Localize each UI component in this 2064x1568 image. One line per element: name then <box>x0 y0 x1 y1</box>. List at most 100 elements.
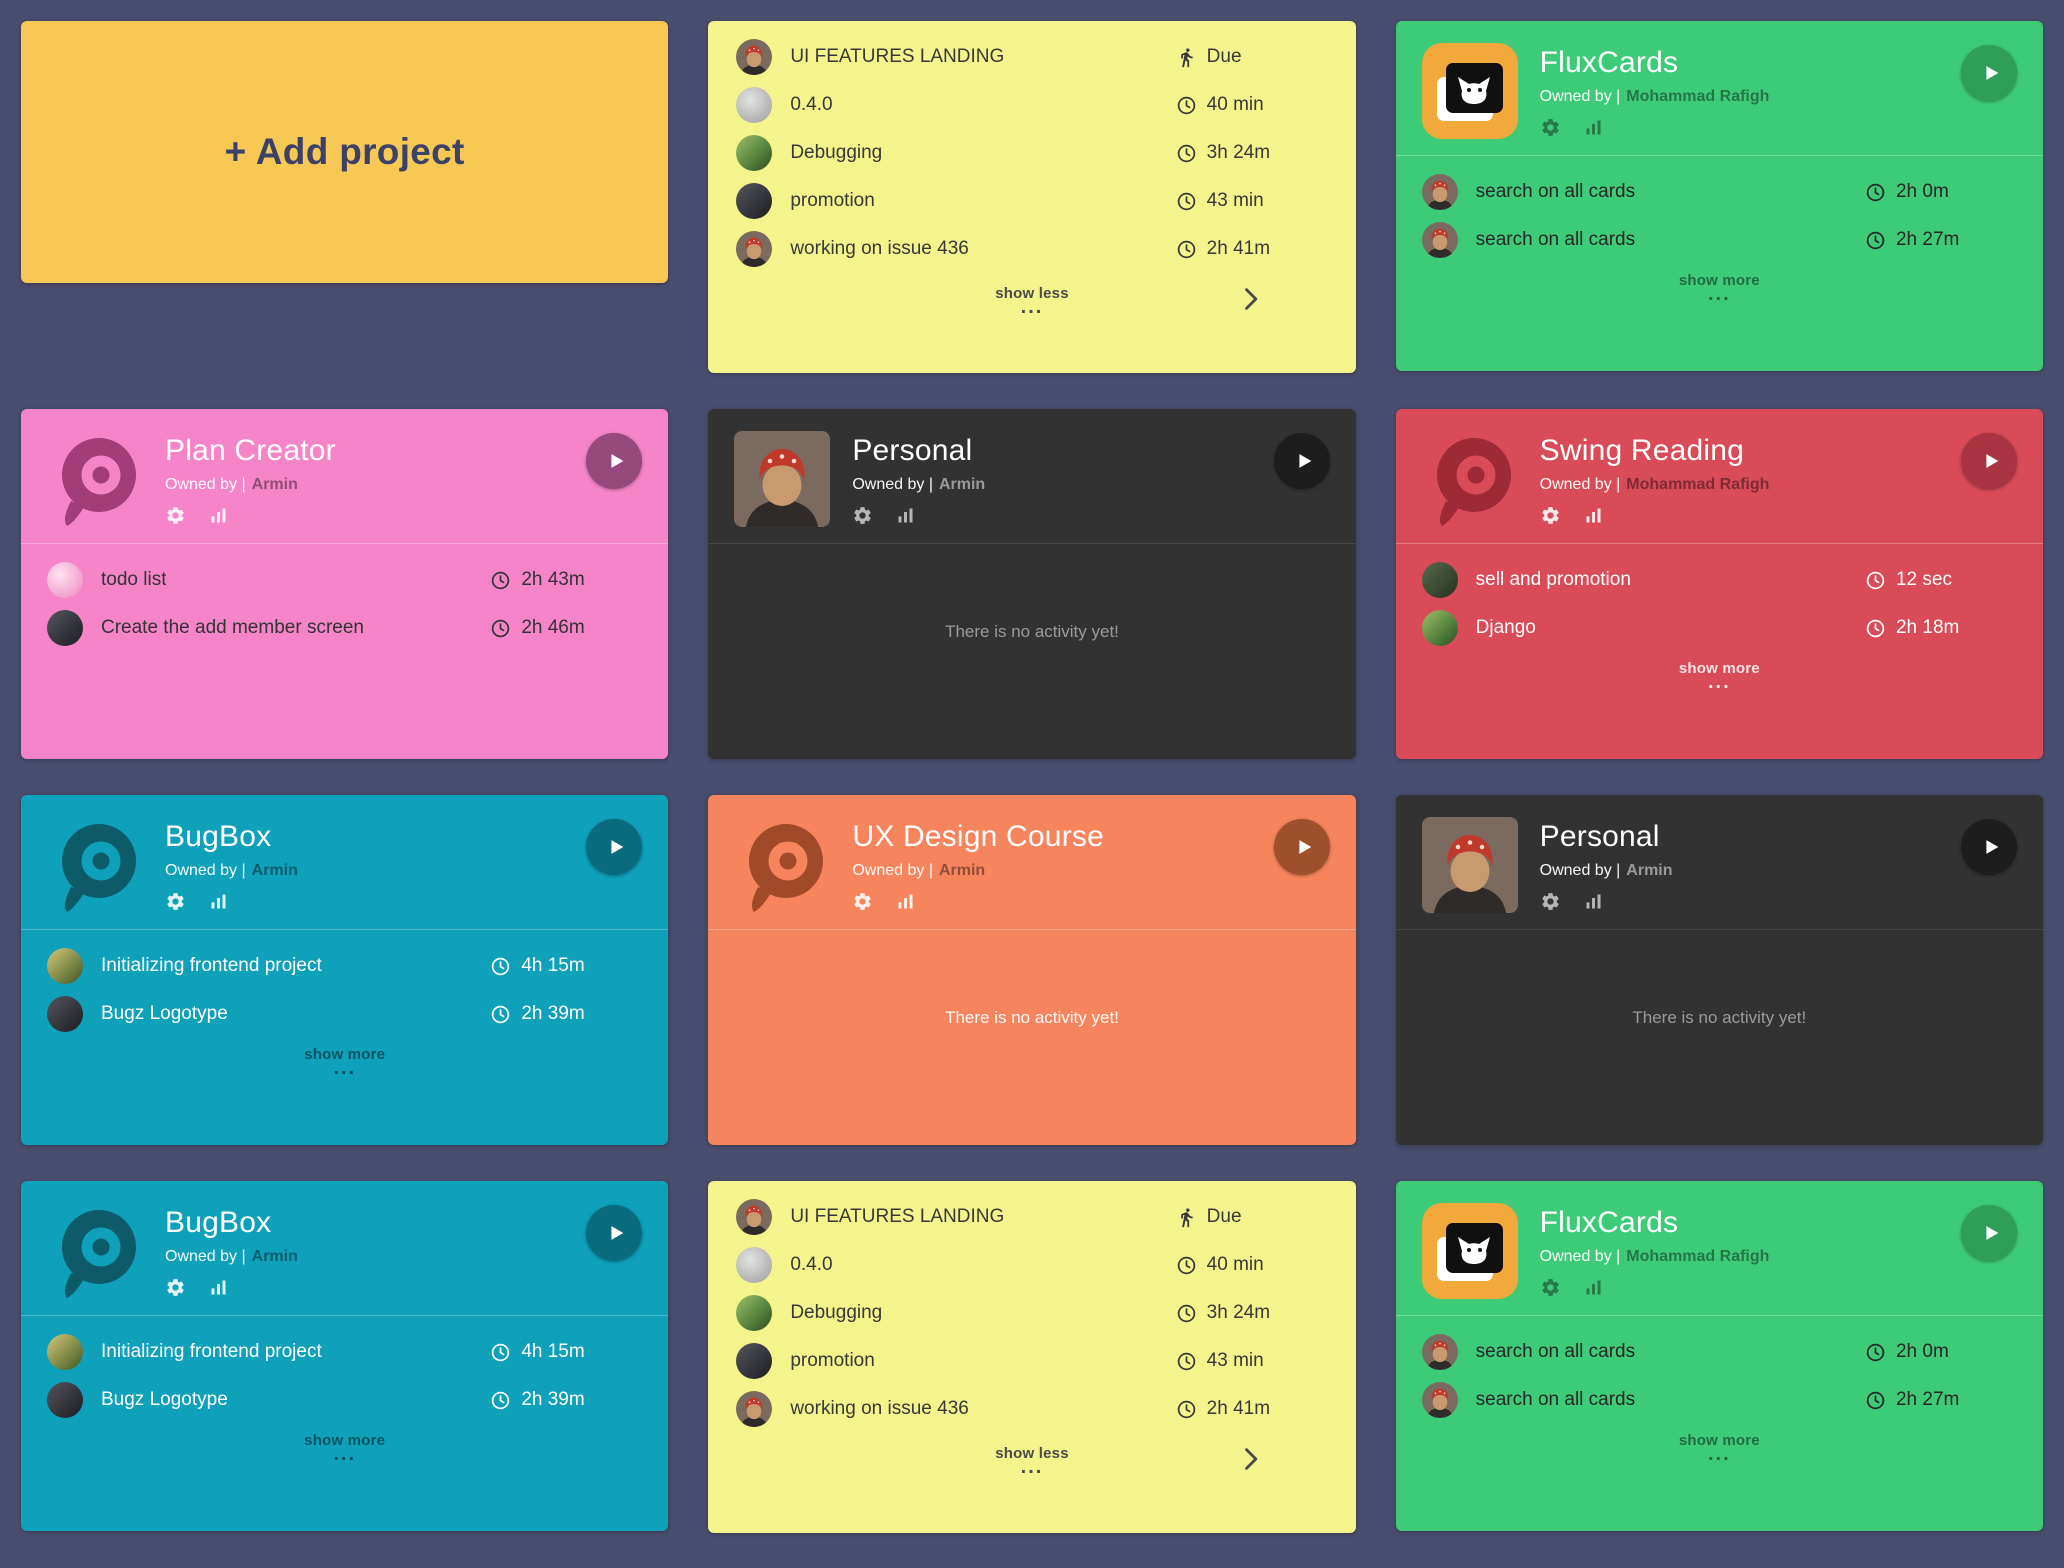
project-title: BugBox <box>165 1206 272 1239</box>
owner-photo <box>1422 817 1518 913</box>
gear-icon[interactable] <box>165 505 186 526</box>
task-row[interactable]: Bugz Logotype 2h 39m <box>47 990 642 1038</box>
task-name: Create the add member screen <box>101 617 364 638</box>
task-duration: 12 sec <box>1865 569 2017 591</box>
chart-icon[interactable] <box>1583 891 1604 912</box>
show-less-toggle[interactable]: show less ... <box>708 285 1355 317</box>
task-name: search on all cards <box>1475 1389 1636 1410</box>
task-name: Bugz Logotype <box>101 1389 228 1410</box>
project-title: Personal <box>1539 820 1660 853</box>
gear-icon[interactable] <box>1540 117 1561 138</box>
owned-by-label: Owned by | <box>1539 1247 1621 1265</box>
play-button[interactable] <box>586 433 643 489</box>
task-row[interactable]: todo list 2h 43m <box>47 556 642 604</box>
task-duration: 2h 27m <box>1865 229 2017 251</box>
task-row[interactable]: search on all cards 2h 27m <box>1422 1376 2017 1424</box>
task-row[interactable]: promotion 43 min <box>708 177 1355 225</box>
task-row[interactable]: Bugz Logotype 2h 39m <box>47 1376 642 1424</box>
task-row[interactable]: promotion 43 min <box>708 1337 1355 1385</box>
play-button[interactable] <box>586 819 643 875</box>
clock-icon <box>490 570 511 591</box>
task-row[interactable]: working on issue 436 2h 41m <box>708 225 1355 273</box>
gear-icon[interactable] <box>1540 1277 1561 1298</box>
chart-icon[interactable] <box>208 1277 229 1298</box>
chart-icon[interactable] <box>1583 1277 1604 1298</box>
task-time-label: 2h 41m <box>1206 238 1271 259</box>
task-time-label: 2h 0m <box>1895 181 1949 202</box>
gear-icon[interactable] <box>1540 505 1561 526</box>
play-button[interactable] <box>1960 45 2017 101</box>
chart-icon[interactable] <box>895 891 916 912</box>
task-duration: 2h 43m <box>490 569 642 591</box>
show-more-toggle[interactable]: show more ... <box>1396 272 2043 304</box>
gear-icon[interactable] <box>165 891 186 912</box>
chart-icon[interactable] <box>208 891 229 912</box>
chart-icon[interactable] <box>1583 505 1604 526</box>
gear-icon[interactable] <box>165 1277 186 1298</box>
play-button[interactable] <box>1960 819 2017 875</box>
task-row[interactable]: 0.4.0 40 min <box>708 81 1355 129</box>
play-button[interactable] <box>1960 1205 2017 1261</box>
task-row[interactable]: Django 2h 18m <box>1421 604 2017 652</box>
task-row[interactable]: search on all cards 2h 0m <box>1422 168 2017 216</box>
task-time-label: 2h 0m <box>1895 1341 1949 1362</box>
gear-icon[interactable] <box>1540 891 1561 912</box>
task-row[interactable]: Debugging 3h 24m <box>708 129 1355 177</box>
task-avatar <box>736 135 773 171</box>
gear-icon[interactable] <box>852 505 873 526</box>
task-row[interactable]: Initializing frontend project 4h 15m <box>47 942 642 990</box>
project-card-plan-creator: Plan Creator Owned by | Armin todo list 2… <box>21 409 669 759</box>
task-duration: 2h 18m <box>1865 617 2017 639</box>
task-row[interactable]: Debugging 3h 24m <box>708 1289 1355 1337</box>
task-time-label: 2h 41m <box>1206 1398 1271 1419</box>
play-button[interactable] <box>586 1205 643 1261</box>
owner-name: Armin <box>251 1247 298 1265</box>
show-more-toggle[interactable]: show more ... <box>1396 660 2043 692</box>
card-header: BugBox Owned by | Armin <box>21 1181 669 1316</box>
play-icon <box>1980 836 2002 858</box>
gear-icon[interactable] <box>852 891 873 912</box>
chart-icon[interactable] <box>1583 117 1604 138</box>
task-row[interactable]: working on issue 436 2h 41m <box>708 1385 1355 1433</box>
show-more-toggle[interactable]: show more ... <box>21 1432 668 1464</box>
chevron-right-icon[interactable] <box>1236 1445 1264 1473</box>
task-row[interactable]: UI FEATURES LANDING Due <box>708 33 1355 81</box>
show-more-toggle[interactable]: show more ... <box>1396 1432 2043 1464</box>
walking-person-icon <box>1176 47 1197 68</box>
owned-by-label: Owned by | <box>1539 475 1621 493</box>
chart-icon[interactable] <box>895 505 916 526</box>
task-row[interactable]: search on all cards 2h 0m <box>1422 1328 2017 1376</box>
task-row[interactable]: Create the add member screen 2h 46m <box>47 604 642 652</box>
play-button[interactable] <box>1273 433 1330 489</box>
task-row[interactable]: 0.4.0 40 min <box>708 1241 1355 1289</box>
chevron-right-icon[interactable] <box>1236 285 1264 313</box>
clock-icon <box>1176 95 1197 116</box>
task-row[interactable]: sell and promotion 12 sec <box>1421 556 2017 604</box>
task-time-label: 2h 43m <box>521 569 585 590</box>
project-title: FluxCards <box>1539 46 1679 79</box>
add-project-label: + Add project <box>224 131 465 172</box>
task-duration: 2h 41m <box>1176 238 1328 260</box>
owner-name: Armin <box>938 861 986 879</box>
play-button[interactable] <box>1960 433 2017 489</box>
show-less-toggle[interactable]: show less ... <box>708 1445 1355 1477</box>
task-avatar <box>1421 610 1458 646</box>
show-more-toggle[interactable]: show more ... <box>21 1046 668 1078</box>
project-card-fluxcards: FluxCards Owned by | Mohammad Rafigh sear… <box>1395 21 2043 371</box>
project-title: FluxCards <box>1539 1206 1679 1239</box>
project-owner: Owned by | Armin <box>165 476 336 494</box>
project-owner: Owned by | Mohammad Rafigh <box>1540 88 1770 106</box>
task-name: search on all cards <box>1475 1341 1636 1362</box>
task-row[interactable]: UI FEATURES LANDING Due <box>708 1193 1355 1241</box>
no-activity-message: There is no activity yet! <box>945 622 1119 641</box>
card-header: UX Design Course Owned by | Armin <box>708 795 1356 930</box>
task-name: 0.4.0 <box>790 1254 833 1275</box>
task-row[interactable]: search on all cards 2h 27m <box>1422 216 2017 264</box>
task-duration: 2h 46m <box>490 617 642 639</box>
play-button[interactable] <box>1273 819 1330 875</box>
chart-icon[interactable] <box>208 505 229 526</box>
add-project-card[interactable]: + Add project <box>21 21 669 283</box>
task-row[interactable]: Initializing frontend project 4h 15m <box>47 1328 642 1376</box>
task-time-label: Due <box>1206 46 1242 67</box>
walking-person-icon <box>1176 1207 1197 1228</box>
